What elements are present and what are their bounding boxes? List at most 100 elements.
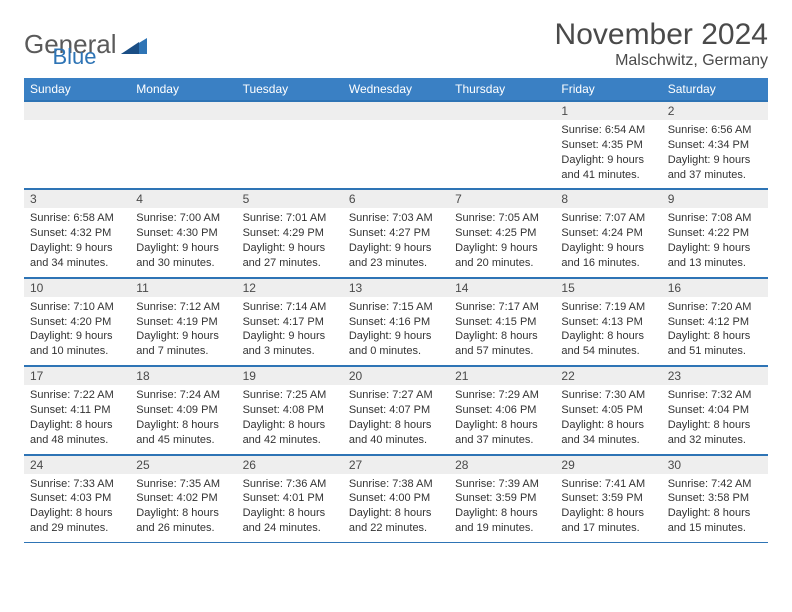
day-details: Sunrise: 7:39 AMSunset: 3:59 PMDaylight:… <box>449 474 555 542</box>
day-number <box>343 101 449 120</box>
daylight-text-2: and 22 minutes. <box>349 521 443 536</box>
day-number: 13 <box>343 278 449 297</box>
day-details: Sunrise: 7:36 AMSunset: 4:01 PMDaylight:… <box>237 474 343 542</box>
calendar-cell: 22Sunrise: 7:30 AMSunset: 4:05 PMDayligh… <box>555 366 661 454</box>
weekday-wednesday: Wednesday <box>343 78 449 101</box>
calendar-cell: 11Sunrise: 7:12 AMSunset: 4:19 PMDayligh… <box>130 277 236 365</box>
day-details: Sunrise: 7:17 AMSunset: 4:15 PMDaylight:… <box>449 297 555 365</box>
daylight-text-2: and 34 minutes. <box>561 433 655 448</box>
weekday-friday: Friday <box>555 78 661 101</box>
day-number: 6 <box>343 189 449 208</box>
daylight-text-1: Daylight: 8 hours <box>349 418 443 433</box>
sunset-text: Sunset: 4:04 PM <box>668 403 762 418</box>
sunset-text: Sunset: 4:08 PM <box>243 403 337 418</box>
sunrise-text: Sunrise: 7:22 AM <box>30 388 124 403</box>
day-details: Sunrise: 6:58 AMSunset: 4:32 PMDaylight:… <box>24 208 130 276</box>
sunset-text: Sunset: 4:03 PM <box>30 491 124 506</box>
sunset-text: Sunset: 4:06 PM <box>455 403 549 418</box>
calendar-week-row: 3Sunrise: 6:58 AMSunset: 4:32 PMDaylight… <box>24 189 768 277</box>
day-number: 5 <box>237 189 343 208</box>
day-number: 15 <box>555 278 661 297</box>
sunrise-text: Sunrise: 7:33 AM <box>30 477 124 492</box>
day-number: 9 <box>662 189 768 208</box>
sunset-text: Sunset: 4:25 PM <box>455 226 549 241</box>
day-number <box>130 101 236 120</box>
daylight-text-2: and 24 minutes. <box>243 521 337 536</box>
calendar-cell: 7Sunrise: 7:05 AMSunset: 4:25 PMDaylight… <box>449 189 555 277</box>
day-number: 16 <box>662 278 768 297</box>
sunrise-text: Sunrise: 7:03 AM <box>349 211 443 226</box>
sunset-text: Sunset: 4:01 PM <box>243 491 337 506</box>
day-details: Sunrise: 7:01 AMSunset: 4:29 PMDaylight:… <box>237 208 343 276</box>
day-number: 27 <box>343 455 449 474</box>
sunrise-text: Sunrise: 7:38 AM <box>349 477 443 492</box>
daylight-text-1: Daylight: 9 hours <box>455 241 549 256</box>
header: General Blue November 2024 Malschwitz, G… <box>24 18 768 70</box>
calendar-week-row: 17Sunrise: 7:22 AMSunset: 4:11 PMDayligh… <box>24 366 768 454</box>
daylight-text-1: Daylight: 9 hours <box>668 241 762 256</box>
day-number: 7 <box>449 189 555 208</box>
day-number: 2 <box>662 101 768 120</box>
daylight-text-2: and 45 minutes. <box>136 433 230 448</box>
weekday-thursday: Thursday <box>449 78 555 101</box>
calendar-cell <box>237 101 343 189</box>
calendar-cell: 19Sunrise: 7:25 AMSunset: 4:08 PMDayligh… <box>237 366 343 454</box>
daylight-text-2: and 37 minutes. <box>455 433 549 448</box>
day-details: Sunrise: 7:33 AMSunset: 4:03 PMDaylight:… <box>24 474 130 542</box>
calendar-cell: 15Sunrise: 7:19 AMSunset: 4:13 PMDayligh… <box>555 277 661 365</box>
daylight-text-2: and 23 minutes. <box>349 256 443 271</box>
calendar-cell: 6Sunrise: 7:03 AMSunset: 4:27 PMDaylight… <box>343 189 449 277</box>
day-number: 12 <box>237 278 343 297</box>
sunset-text: Sunset: 4:32 PM <box>30 226 124 241</box>
daylight-text-1: Daylight: 8 hours <box>455 418 549 433</box>
daylight-text-1: Daylight: 8 hours <box>30 506 124 521</box>
daylight-text-2: and 42 minutes. <box>243 433 337 448</box>
daylight-text-1: Daylight: 8 hours <box>136 506 230 521</box>
daylight-text-1: Daylight: 8 hours <box>455 506 549 521</box>
daylight-text-2: and 32 minutes. <box>668 433 762 448</box>
day-details: Sunrise: 7:14 AMSunset: 4:17 PMDaylight:… <box>237 297 343 365</box>
sunset-text: Sunset: 4:13 PM <box>561 315 655 330</box>
calendar-cell: 14Sunrise: 7:17 AMSunset: 4:15 PMDayligh… <box>449 277 555 365</box>
sunset-text: Sunset: 4:16 PM <box>349 315 443 330</box>
sunrise-text: Sunrise: 7:25 AM <box>243 388 337 403</box>
sunset-text: Sunset: 4:29 PM <box>243 226 337 241</box>
daylight-text-1: Daylight: 8 hours <box>561 506 655 521</box>
day-details: Sunrise: 7:07 AMSunset: 4:24 PMDaylight:… <box>555 208 661 276</box>
calendar-week-row: 24Sunrise: 7:33 AMSunset: 4:03 PMDayligh… <box>24 454 768 542</box>
sunrise-text: Sunrise: 7:35 AM <box>136 477 230 492</box>
daylight-text-2: and 17 minutes. <box>561 521 655 536</box>
sunrise-text: Sunrise: 7:27 AM <box>349 388 443 403</box>
daylight-text-2: and 30 minutes. <box>136 256 230 271</box>
daylight-text-1: Daylight: 9 hours <box>243 329 337 344</box>
daylight-text-1: Daylight: 9 hours <box>668 153 762 168</box>
day-number <box>24 101 130 120</box>
daylight-text-1: Daylight: 9 hours <box>561 241 655 256</box>
sunrise-text: Sunrise: 7:12 AM <box>136 300 230 315</box>
sunset-text: Sunset: 3:59 PM <box>455 491 549 506</box>
day-number: 19 <box>237 366 343 385</box>
sunrise-text: Sunrise: 7:07 AM <box>561 211 655 226</box>
sunrise-text: Sunrise: 7:00 AM <box>136 211 230 226</box>
sunrise-text: Sunrise: 6:56 AM <box>668 123 762 138</box>
calendar-table: Sunday Monday Tuesday Wednesday Thursday… <box>24 78 768 543</box>
calendar-cell: 23Sunrise: 7:32 AMSunset: 4:04 PMDayligh… <box>662 366 768 454</box>
sunrise-text: Sunrise: 7:14 AM <box>243 300 337 315</box>
calendar-cell: 29Sunrise: 7:41 AMSunset: 3:59 PMDayligh… <box>555 454 661 542</box>
daylight-text-2: and 57 minutes. <box>455 344 549 359</box>
daylight-text-1: Daylight: 9 hours <box>349 329 443 344</box>
daylight-text-2: and 48 minutes. <box>30 433 124 448</box>
sunrise-text: Sunrise: 7:41 AM <box>561 477 655 492</box>
calendar-cell: 21Sunrise: 7:29 AMSunset: 4:06 PMDayligh… <box>449 366 555 454</box>
sunset-text: Sunset: 4:17 PM <box>243 315 337 330</box>
daylight-text-1: Daylight: 8 hours <box>455 329 549 344</box>
day-details: Sunrise: 7:15 AMSunset: 4:16 PMDaylight:… <box>343 297 449 365</box>
daylight-text-2: and 7 minutes. <box>136 344 230 359</box>
sunrise-text: Sunrise: 7:42 AM <box>668 477 762 492</box>
sunrise-text: Sunrise: 7:29 AM <box>455 388 549 403</box>
logo-icon <box>121 34 147 54</box>
sunset-text: Sunset: 4:00 PM <box>349 491 443 506</box>
day-details: Sunrise: 7:22 AMSunset: 4:11 PMDaylight:… <box>24 385 130 453</box>
sunrise-text: Sunrise: 7:20 AM <box>668 300 762 315</box>
calendar-cell: 20Sunrise: 7:27 AMSunset: 4:07 PMDayligh… <box>343 366 449 454</box>
